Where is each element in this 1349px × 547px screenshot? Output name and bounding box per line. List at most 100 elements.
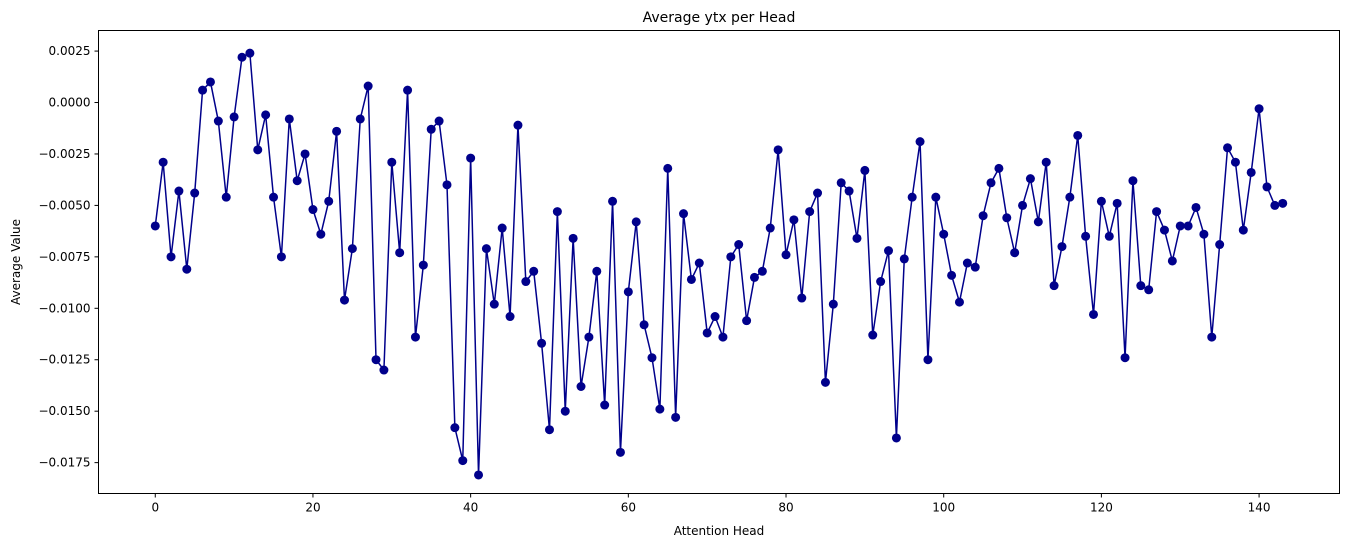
x-tick-label: 80 (778, 501, 793, 515)
data-point (986, 178, 996, 188)
data-point (505, 312, 515, 322)
data-point (513, 120, 523, 130)
data-point (1238, 225, 1248, 235)
data-point (497, 223, 507, 233)
data-point (868, 330, 878, 340)
data-point (332, 126, 342, 136)
x-tick-label: 140 (1248, 501, 1271, 515)
x-tick-label: 60 (621, 501, 636, 515)
data-point (158, 157, 168, 167)
data-point (316, 229, 326, 239)
x-tick-label: 20 (305, 501, 320, 515)
data-point (387, 157, 397, 167)
series-line (154, 52, 1283, 476)
y-axis: 0.0025 0.0000 −0.0025 −0.0050 −0.0075 −0.0100… (38, 44, 99, 470)
data-point (805, 207, 815, 217)
data-point (544, 425, 554, 435)
data-point (205, 77, 215, 87)
x-tick-label: 0 (151, 501, 159, 515)
chart-title: Average ytx per Head (643, 10, 796, 26)
data-point (481, 244, 491, 254)
data-point (474, 470, 484, 480)
data-point (308, 205, 318, 215)
data-point (1270, 200, 1280, 210)
data-point (734, 240, 744, 250)
data-point (371, 355, 381, 365)
data-point (166, 252, 176, 262)
y-tick-label: −0.0175 (38, 456, 90, 470)
data-point (1120, 353, 1130, 363)
data-point (939, 229, 949, 239)
data-point (1183, 221, 1193, 231)
data-point (970, 262, 980, 272)
data-point (198, 85, 208, 95)
data-point (237, 52, 247, 62)
y-tick-label: −0.0125 (38, 353, 90, 367)
data-point (923, 355, 933, 365)
data-point (284, 114, 294, 124)
x-tick-label: 40 (463, 501, 478, 515)
data-point (978, 211, 988, 221)
data-point (150, 221, 160, 231)
data-point (450, 423, 460, 433)
data-point (221, 192, 231, 202)
data-point (592, 266, 602, 276)
data-point (1049, 281, 1059, 291)
data-point (631, 217, 641, 227)
data-point (300, 149, 310, 159)
y-tick-label: −0.0150 (38, 404, 90, 418)
axes-frame (98, 30, 1340, 494)
data-point (749, 272, 759, 282)
data-point (584, 332, 594, 342)
data-point (1254, 104, 1264, 114)
data-point (418, 260, 428, 270)
data-point (765, 223, 775, 233)
data-point (568, 233, 578, 243)
x-tick-label: 100 (932, 501, 955, 515)
data-point (339, 295, 349, 305)
data-point (710, 312, 720, 322)
data-point (1159, 225, 1169, 235)
data-point (962, 258, 972, 268)
data-point (828, 299, 838, 309)
data-point (434, 116, 444, 126)
data-point (655, 404, 665, 414)
data-point (1025, 174, 1035, 184)
data-point (663, 163, 673, 173)
x-axis-label: Attention Head (674, 524, 765, 538)
data-point (253, 145, 263, 155)
data-point (947, 270, 957, 280)
data-point (757, 266, 767, 276)
data-point (426, 124, 436, 134)
data-point (410, 332, 420, 342)
data-point (489, 299, 499, 309)
data-point (1065, 192, 1075, 202)
data-point (229, 112, 239, 122)
data-point (1112, 198, 1122, 208)
data-point (529, 266, 539, 276)
data-point (860, 165, 870, 175)
data-point (261, 110, 271, 120)
data-point (1018, 200, 1028, 210)
data-point (174, 186, 184, 196)
data-point (245, 48, 255, 58)
data-point (813, 188, 823, 198)
data-point (190, 188, 200, 198)
data-point (702, 328, 712, 338)
y-tick-label: −0.0100 (38, 301, 90, 315)
data-point (694, 258, 704, 268)
data-point (442, 180, 452, 190)
data-point (1144, 285, 1154, 295)
data-point (876, 277, 886, 287)
data-point (647, 353, 657, 363)
data-point (363, 81, 373, 91)
data-point (395, 248, 405, 258)
data-point (347, 244, 357, 254)
data-point (182, 264, 192, 274)
data-point (608, 196, 618, 206)
y-tick-label: −0.0075 (38, 250, 90, 264)
data-point (686, 274, 696, 284)
data-point (797, 293, 807, 303)
data-point (615, 447, 625, 457)
